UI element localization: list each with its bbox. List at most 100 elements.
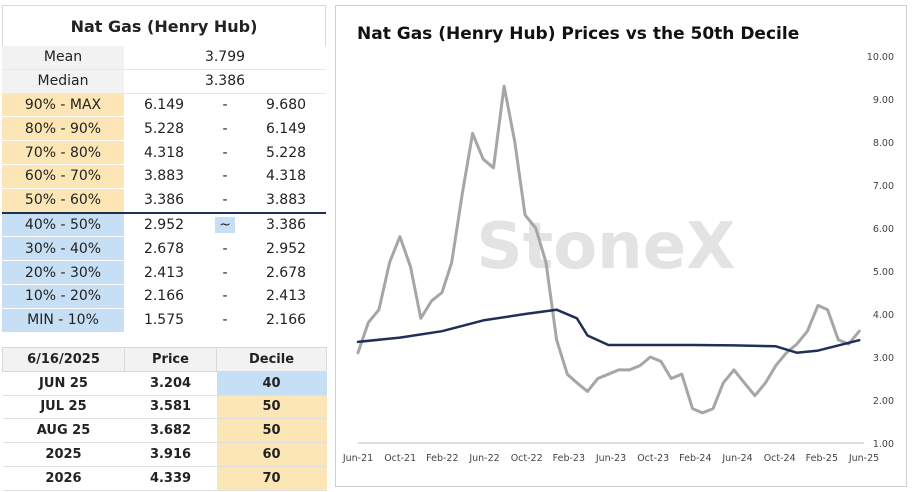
contract-decile: 50	[216, 395, 327, 420]
contract-row: 2026 4.339 70	[2, 466, 327, 491]
decile-panel: Nat Gas (Henry Hub) Mean 3.799 Median 3.386…	[2, 5, 327, 333]
decile-high: 3.386	[246, 211, 327, 238]
decile-label: 70% - 80%	[2, 140, 124, 165]
price-chart: Nat Gas (Henry Hub) Prices vs the 50th D…	[335, 5, 907, 487]
y-tick-label: 3.00	[873, 353, 894, 364]
y-tick-label: 2.00	[873, 396, 894, 407]
contract-decile: 70	[216, 466, 327, 491]
decile-high: 2.678	[246, 260, 327, 285]
decile-separator: -	[204, 164, 246, 189]
decile-low: 6.149	[124, 93, 204, 118]
decile-low: 2.678	[124, 236, 204, 262]
stat-value: 3.386	[124, 69, 327, 94]
decile-marker: ~	[215, 216, 235, 233]
contract-name: AUG 25	[2, 418, 125, 444]
decile-low: 3.386	[124, 188, 204, 214]
contract-header: 6/16/2025	[2, 347, 125, 372]
decile-label: 90% - MAX	[2, 93, 124, 118]
decile-low: 5.228	[124, 116, 204, 142]
x-tick-label: Jun-25	[848, 453, 879, 464]
x-tick-label: Feb-22	[426, 453, 458, 464]
decile-low: 2.413	[124, 260, 204, 285]
price-line	[356, 84, 861, 415]
decile-label: 60% - 70%	[2, 164, 124, 189]
y-tick-label: 4.00	[873, 310, 894, 321]
contract-panel: 6/16/2025 Price Decile JUN 25 3.204 40 JUL 25 3…	[2, 347, 327, 491]
decile-low: 1.575	[124, 308, 204, 333]
decile-label: 50% - 60%	[2, 188, 124, 214]
contract-price: 3.916	[124, 442, 217, 467]
y-tick-label: 9.00	[873, 95, 894, 106]
chart-title: Nat Gas (Henry Hub) Prices vs the 50th D…	[357, 24, 800, 44]
decile-label: 30% - 40%	[2, 236, 124, 262]
stat-label: Mean	[2, 46, 124, 70]
decile-separator: -	[204, 93, 246, 118]
decile-separator: -	[204, 188, 246, 214]
decile-high: 5.228	[246, 140, 327, 165]
decile-label: MIN - 10%	[2, 308, 124, 333]
contract-price: 4.339	[124, 466, 217, 491]
y-tick-label: 10.00	[867, 52, 894, 63]
decile-row: 80% - 90% 5.228-6.149	[2, 116, 327, 142]
decile-high: 6.149	[246, 116, 327, 142]
stat-row: Median 3.386	[2, 69, 327, 94]
y-tick-label: 1.00	[873, 439, 894, 450]
decile-row: 40% - 50% 2.952 ~3.386	[2, 211, 327, 238]
watermark-text: StoneX	[477, 210, 736, 284]
decile-line	[356, 308, 861, 354]
x-tick-label: Oct-24	[764, 453, 796, 464]
decile-high: 3.883	[246, 188, 327, 214]
x-tick-label: Oct-22	[511, 453, 543, 464]
decile-low: 2.952	[124, 211, 204, 238]
decile-row: 10% - 20% 2.166-2.413	[2, 284, 327, 309]
stats-table: Mean 3.799 Median 3.386 90% - MAX 6.149-9.68…	[2, 46, 327, 333]
x-tick-label: Jun-24	[721, 453, 752, 464]
decile-high: 9.680	[246, 93, 327, 118]
contract-name: 2025	[2, 442, 125, 467]
x-tick-label: Jun-23	[595, 453, 626, 464]
x-tick-label: Feb-23	[553, 453, 585, 464]
y-tick-label: 5.00	[873, 267, 894, 278]
decile-row: 60% - 70% 3.883-4.318	[2, 164, 327, 189]
decile-separator: -	[204, 308, 246, 333]
decile-row: 90% - MAX 6.149-9.680	[2, 93, 327, 118]
decile-label: 20% - 30%	[2, 260, 124, 285]
contract-row: JUL 25 3.581 50	[2, 395, 327, 420]
contract-decile: 60	[216, 442, 327, 467]
contract-row: 2025 3.916 60	[2, 442, 327, 467]
y-tick-label: 7.00	[873, 181, 894, 192]
contract-name: 2026	[2, 466, 125, 491]
decile-separator: -	[204, 284, 246, 309]
contract-table: 6/16/2025 Price Decile JUN 25 3.204 40 JUL 25 3…	[2, 347, 327, 491]
contract-price: 3.204	[124, 371, 217, 396]
x-tick-label: Feb-25	[806, 453, 838, 464]
decile-low: 4.318	[124, 140, 204, 165]
decile-row: 70% - 80% 4.318-5.228	[2, 140, 327, 165]
decile-row: 20% - 30% 2.413-2.678	[2, 260, 327, 285]
table-title: Nat Gas (Henry Hub)	[2, 5, 326, 46]
decile-label: 10% - 20%	[2, 284, 124, 309]
y-tick-label: 8.00	[873, 138, 894, 149]
decile-separator: -	[204, 260, 246, 285]
contract-row: AUG 25 3.682 50	[2, 418, 327, 444]
contract-price: 3.682	[124, 418, 217, 444]
stat-row: Mean 3.799	[2, 46, 327, 70]
decile-row: 30% - 40% 2.678-2.952	[2, 236, 327, 262]
y-tick-label: 6.00	[873, 224, 894, 235]
x-tick-label: Jun-22	[468, 453, 499, 464]
chart-svg: StoneX 1.00 2.00 3.00 4.00 5.00 6.00 7.00 8.00 9.…	[342, 52, 894, 464]
contract-header: Decile	[216, 347, 327, 372]
decile-high: 2.413	[246, 284, 327, 309]
decile-separator: -	[204, 140, 246, 165]
contract-decile: 50	[216, 418, 327, 444]
contract-header: Price	[124, 347, 217, 372]
contract-row: JUN 25 3.204 40	[2, 371, 327, 396]
decile-high: 2.166	[246, 308, 327, 333]
decile-label: 40% - 50%	[2, 211, 124, 238]
decile-low: 2.166	[124, 284, 204, 309]
decile-high: 2.952	[246, 236, 327, 262]
contract-name: JUL 25	[2, 395, 125, 420]
decile-high: 4.318	[246, 164, 327, 189]
stat-value: 3.799	[124, 46, 327, 70]
decile-low: 3.883	[124, 164, 204, 189]
